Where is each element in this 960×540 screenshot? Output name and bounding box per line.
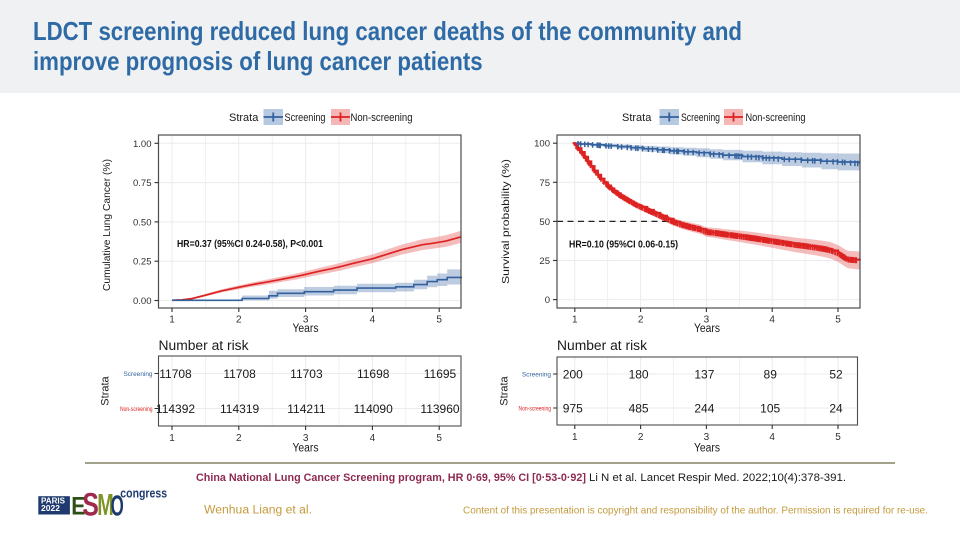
svg-text:Content of this presentation: Content of this presentation is copyrigh… [463, 505, 928, 517]
svg-text:Non-screening: Non-screening [519, 405, 552, 412]
svg-text:5: 5 [436, 315, 442, 326]
svg-text:Years: Years [694, 323, 720, 335]
svg-text:3: 3 [303, 433, 309, 444]
svg-text:Years: Years [293, 323, 319, 335]
svg-text:24: 24 [829, 401, 843, 415]
svg-text:HR=0.10 (95%CI 0.06-0.15): HR=0.10 (95%CI 0.06-0.15) [569, 239, 678, 251]
svg-text:137: 137 [694, 367, 714, 381]
svg-text:Years: Years [293, 443, 319, 455]
svg-text:1: 1 [572, 315, 578, 326]
svg-text:HR=0.37 (95%CI 0.24-0.58), P<0: HR=0.37 (95%CI 0.24-0.58), P<0.001 [177, 238, 323, 250]
svg-text:485: 485 [629, 401, 649, 415]
svg-text:Li N et al. Lancet Respir Med.: Li N et al. Lancet Respir Med. 2022;10(4… [589, 472, 846, 484]
svg-text:2: 2 [638, 432, 644, 443]
svg-text:0.75: 0.75 [133, 178, 152, 189]
svg-text:105: 105 [760, 401, 780, 415]
svg-text:52: 52 [829, 367, 843, 381]
svg-text:China National Lung Cancer Scr: China National Lung Cancer Screening pro… [196, 472, 586, 484]
svg-text:Wenhua Liang et al.: Wenhua Liang et al. [204, 505, 312, 517]
svg-text:1: 1 [169, 433, 175, 444]
svg-text:2: 2 [236, 433, 242, 444]
svg-text:2: 2 [236, 315, 242, 326]
svg-text:Number at risk: Number at risk [159, 338, 249, 353]
svg-text:4: 4 [769, 315, 775, 326]
svg-text:5: 5 [436, 433, 442, 444]
svg-text:Screening: Screening [124, 371, 153, 378]
svg-text:Non-screening: Non-screening [746, 112, 806, 124]
svg-text:M: M [97, 486, 114, 522]
svg-text:Non-screening: Non-screening [351, 112, 413, 124]
svg-text:975: 975 [563, 401, 583, 415]
svg-text:114211: 114211 [287, 402, 326, 416]
svg-text:4: 4 [370, 315, 376, 326]
svg-text:244: 244 [694, 401, 714, 415]
svg-text:2022: 2022 [41, 504, 61, 513]
svg-text:0.00: 0.00 [133, 296, 152, 307]
svg-text:114319: 114319 [220, 402, 259, 416]
svg-text:3: 3 [303, 315, 309, 326]
svg-text:3: 3 [704, 315, 710, 326]
svg-text:O: O [111, 490, 124, 523]
svg-text:11703: 11703 [290, 367, 323, 381]
svg-text:S: S [82, 487, 98, 523]
svg-text:0: 0 [545, 295, 550, 306]
svg-text:Survival probability (%): Survival probability (%) [500, 159, 512, 284]
svg-text:Screening: Screening [522, 371, 551, 378]
svg-text:Cumulative Lung Cancer (%): Cumulative Lung Cancer (%) [101, 159, 113, 291]
svg-text:congress: congress [120, 485, 167, 500]
svg-text:25: 25 [539, 256, 550, 267]
svg-text:114392: 114392 [156, 402, 195, 416]
svg-text:E: E [71, 492, 85, 520]
svg-text:5: 5 [835, 432, 841, 443]
svg-text:100: 100 [534, 139, 550, 150]
svg-text:Number at risk: Number at risk [557, 338, 647, 353]
svg-text:1: 1 [169, 315, 175, 326]
svg-text:75: 75 [539, 178, 550, 189]
svg-text:114090: 114090 [354, 402, 393, 416]
svg-text:1.00: 1.00 [133, 139, 152, 150]
svg-text:Years: Years [694, 443, 720, 455]
svg-text:89: 89 [764, 367, 778, 381]
svg-text:Non-screening: Non-screening [120, 406, 153, 413]
svg-text:11708: 11708 [223, 367, 256, 381]
svg-text:Screening: Screening [681, 112, 720, 124]
svg-text:180: 180 [629, 367, 649, 381]
svg-text:113960: 113960 [420, 402, 459, 416]
svg-text:Strata: Strata [229, 112, 259, 124]
svg-text:0.50: 0.50 [133, 217, 152, 228]
svg-text:200: 200 [563, 367, 583, 381]
svg-text:11698: 11698 [357, 367, 390, 381]
svg-text:2: 2 [638, 315, 644, 326]
svg-text:0.25: 0.25 [133, 257, 152, 268]
svg-text:1: 1 [572, 432, 578, 443]
svg-text:Screening: Screening [285, 112, 326, 124]
svg-text:11708: 11708 [159, 367, 192, 381]
svg-text:4: 4 [370, 433, 376, 444]
svg-text:PARIS: PARIS [41, 497, 65, 506]
svg-text:3: 3 [704, 432, 710, 443]
svg-text:Strata: Strata [622, 112, 652, 124]
svg-text:Strata: Strata [499, 375, 511, 405]
svg-text:4: 4 [769, 432, 775, 443]
svg-text:11695: 11695 [424, 367, 457, 381]
svg-text:5: 5 [835, 315, 841, 326]
svg-text:50: 50 [539, 217, 550, 228]
svg-text:Strata: Strata [100, 375, 112, 405]
